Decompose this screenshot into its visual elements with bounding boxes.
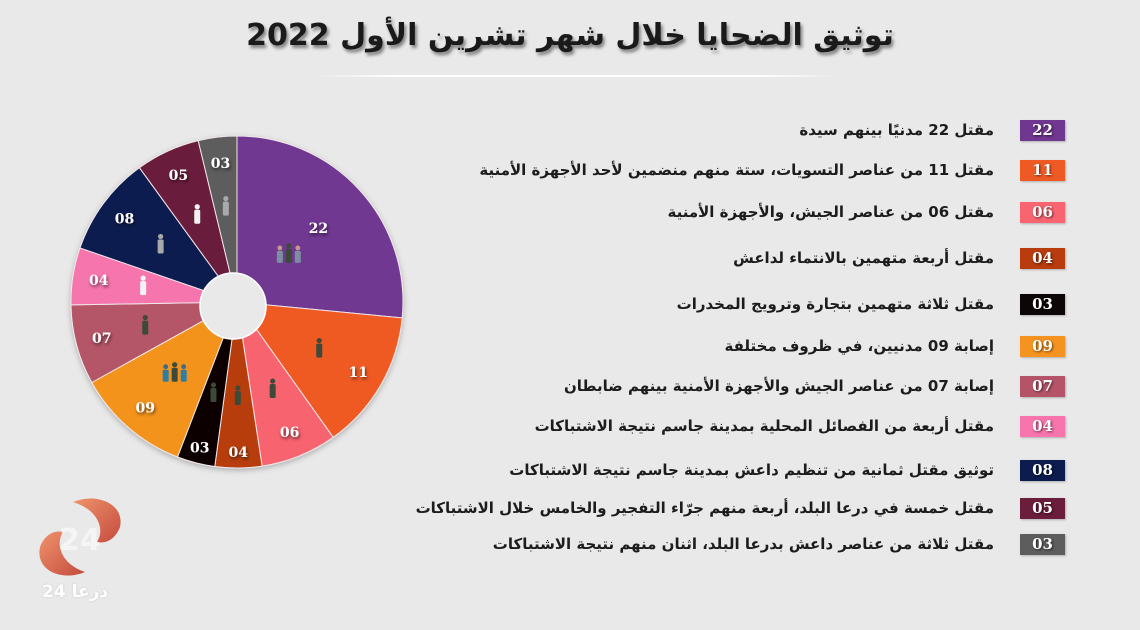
legend-item: 06 مقتل 06 من عناصر الجيش، والأجهزة الأمن… [445, 200, 1065, 224]
donut-chart: 22 11 06 04 03 09 07 04 08 05 03 [0, 0, 480, 630]
person-figure-icon [222, 196, 229, 216]
legend-label: مقتل 22 مدنيًا بينهم سيدة [799, 121, 994, 139]
pie-slice-label: 04 [89, 273, 109, 289]
legend-value-badge: 05 [1020, 497, 1065, 519]
person-figure-icon [234, 385, 241, 405]
legend-item: 22 مقتل 22 مدنيًا بينهم سيدة [445, 118, 1065, 142]
person-figure-icon [162, 362, 187, 382]
legend-value-badge: 09 [1020, 335, 1065, 357]
pie-slice-label: 09 [135, 401, 154, 417]
pie-slice-label: 06 [280, 425, 299, 441]
darraa24-logo-icon: 24 [39, 498, 121, 576]
pie-slice-label: 03 [211, 156, 230, 172]
svg-text:24: 24 [59, 523, 101, 558]
legend-label: مقتل أربعة من الفصائل المحلية بمدينة جاس… [534, 417, 994, 435]
pie-slice-label: 11 [348, 365, 367, 381]
legend-value-badge: 07 [1020, 375, 1065, 397]
legend-label: مقتل خمسة في درعا البلد، أربعة منهم جرّا… [415, 499, 994, 517]
legend-label: مقتل 11 من عناصر التسويات، ستة منهم منضم… [479, 161, 994, 179]
pie-slice-label: 03 [190, 440, 209, 456]
title-divider [315, 75, 840, 77]
legend-item: 11 مقتل 11 من عناصر التسويات، ستة منهم من… [445, 158, 1065, 182]
person-figure-icon [157, 233, 164, 254]
donut-hole [199, 272, 267, 340]
legend-label: مقتل 06 من عناصر الجيش، والأجهزة الأمنية [667, 203, 994, 221]
pie-slice [235, 301, 403, 438]
legend-label: مقتل ثلاثة متهمين بتجارة وترويج المخدرات [676, 295, 994, 313]
legend-label: مقتل أربعة متهمين بالانتماء لداعش [733, 249, 994, 267]
legend-label: إصابة 07 من عناصر الجيش والأجهزة الأمنية… [563, 377, 994, 395]
pie-slice [236, 135, 404, 319]
legend-item: 04 مقتل أربعة متهمين بالانتماء لداعش [445, 246, 1065, 270]
pie-slice-label: 04 [229, 445, 249, 461]
legend-item: 05 مقتل خمسة في درعا البلد، أربعة منهم جر… [416, 496, 1065, 520]
legend-item: 09 إصابة 09 مدنيين، في ظروف مختلفة [445, 334, 1065, 358]
legend-item: 03 مقتل ثلاثة متهمين بتجارة وترويج المخدر… [445, 292, 1065, 316]
person-figure-icon [276, 243, 301, 263]
legend-value-badge: 03 [1020, 293, 1065, 315]
legend-item: 03 مقتل ثلاثة من عناصر داعش بدرعا البلد، … [445, 532, 1065, 556]
pie-svg: 22 11 06 04 03 09 07 04 08 05 03 [70, 135, 404, 469]
person-figure-icon [194, 204, 201, 224]
pie-slice [79, 167, 239, 303]
legend-item: 07 إصابة 07 من عناصر الجيش والأجهزة الأمن… [445, 374, 1065, 398]
pie-slice-label: 08 [115, 212, 134, 228]
page-title: توثيق الضحايا خلال شهر تشرين الأول 2022 [246, 18, 894, 53]
legend-item: 04 مقتل أربعة من الفصائل المحلية بمدينة ج… [445, 414, 1065, 438]
pie-slice-label: 22 [309, 221, 328, 237]
pie-slice-label: 05 [169, 168, 188, 184]
legend-value-badge: 06 [1020, 201, 1065, 223]
legend-value-badge: 11 [1020, 159, 1065, 181]
person-figure-icon [210, 382, 217, 403]
person-figure-icon [316, 337, 323, 358]
person-figure-icon [142, 314, 149, 335]
legend-value-badge: 22 [1020, 119, 1065, 141]
legend-label: توثيق مقتل ثمانية من تنظيم داعش بمدينة ج… [509, 461, 994, 479]
pie-slice-label: 07 [92, 331, 111, 347]
legend-value-badge: 04 [1020, 247, 1065, 269]
legend-value-badge: 04 [1020, 415, 1065, 437]
legend-label: مقتل ثلاثة من عناصر داعش بدرعا البلد، اث… [492, 535, 994, 553]
legend-value-badge: 08 [1020, 459, 1065, 481]
legend-label: إصابة 09 مدنيين، في ظروف مختلفة [724, 337, 994, 355]
person-figure-icon [140, 275, 147, 296]
logo-text: 24 درعا [42, 582, 109, 602]
pie-slice [197, 135, 238, 303]
legend-value-badge: 03 [1020, 533, 1065, 555]
legend-item: 08 توثيق مقتل ثمانية من تنظيم داعش بمدينة… [445, 458, 1065, 482]
person-figure-icon [269, 378, 276, 399]
